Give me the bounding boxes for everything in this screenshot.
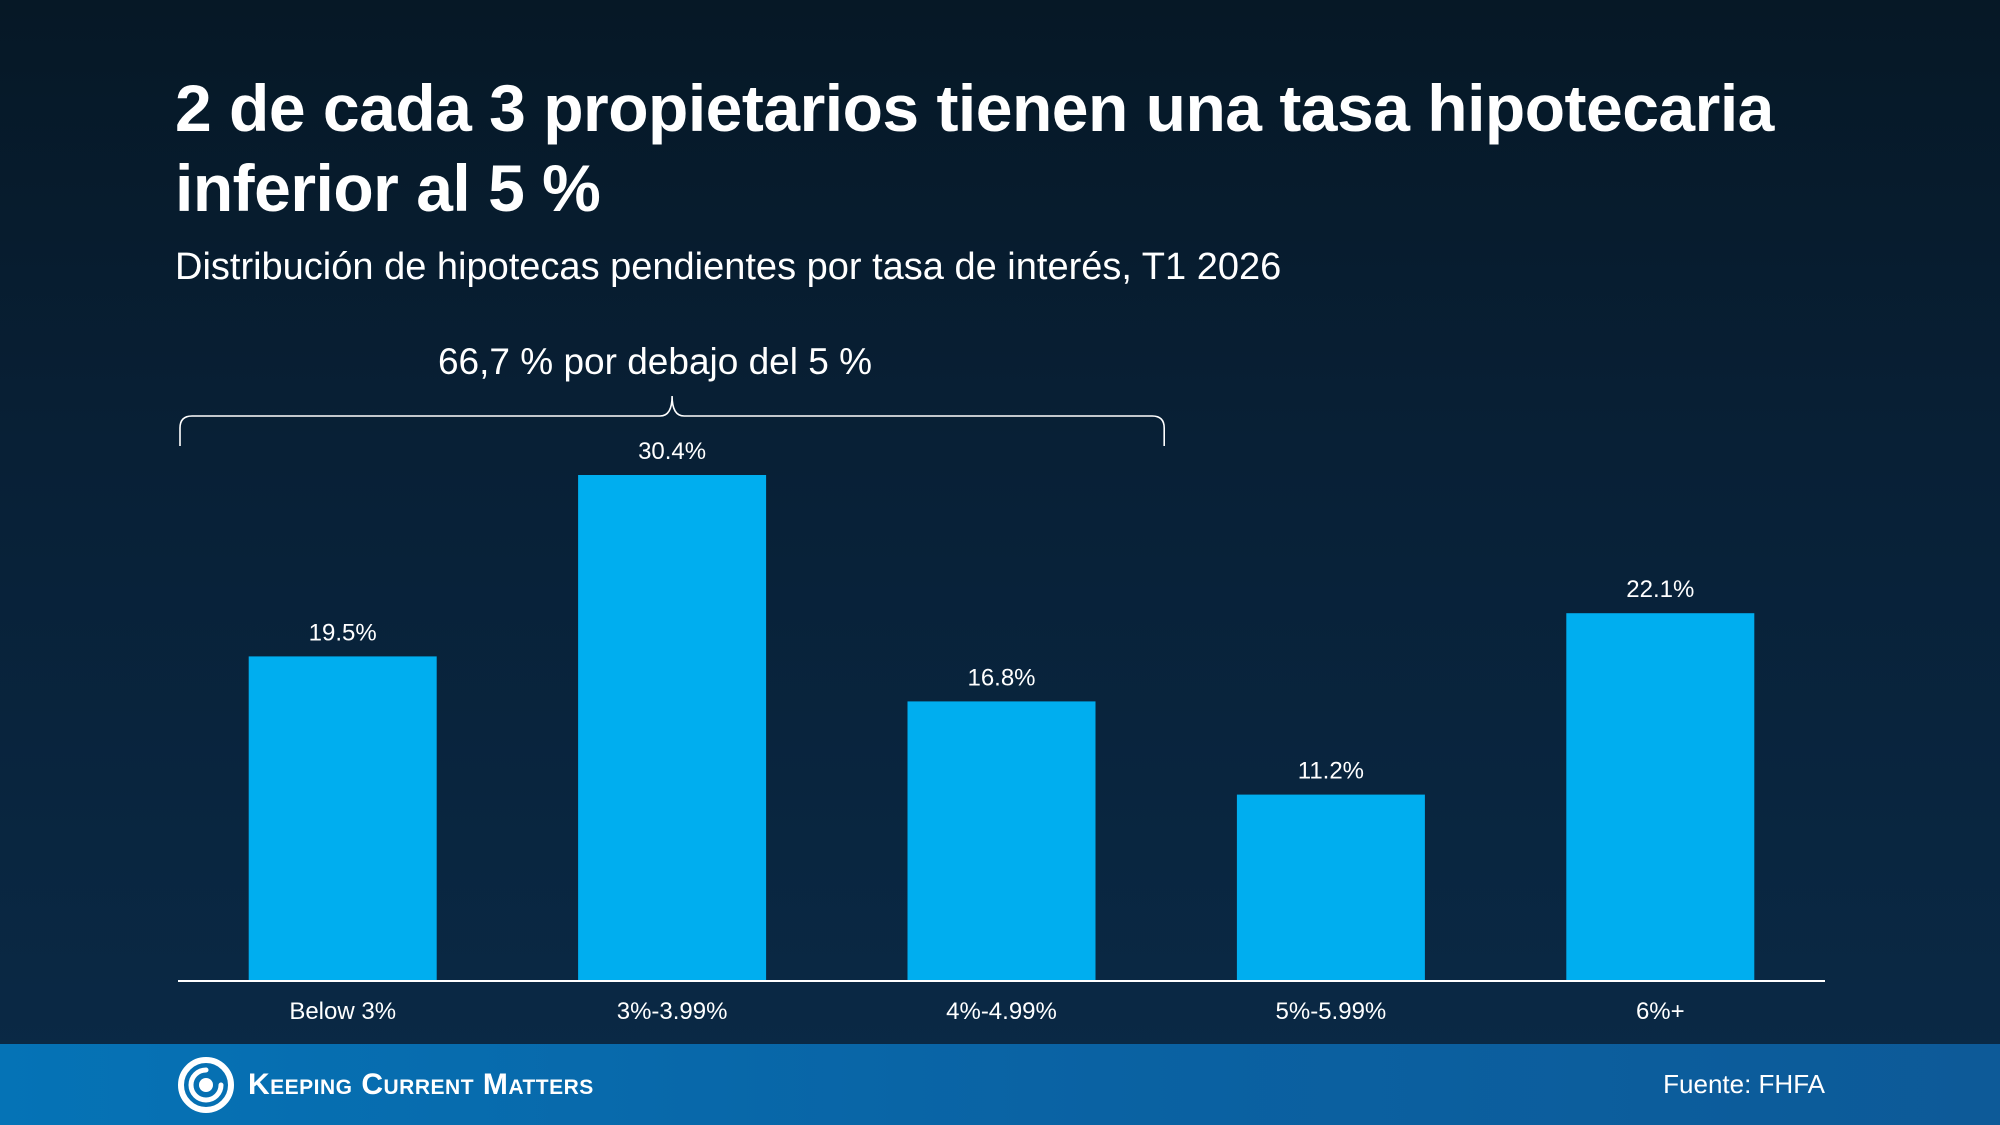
bar-3 — [1236, 794, 1425, 981]
x-tick-label-3: 5%-5.99% — [1276, 998, 1387, 1025]
source-note: Fuente: FHFA — [1663, 1069, 1825, 1099]
bar-0 — [248, 656, 437, 981]
chart-subtitle: Distribución de hipotecas pendientes por… — [175, 246, 1282, 288]
x-tick-label-1: 3%-3.99% — [617, 998, 728, 1025]
data-label-4: 22.1% — [1626, 576, 1694, 603]
footer-bar: Keeping Current Matters Fuente: FHFA — [0, 1044, 2000, 1125]
data-label-2: 16.8% — [967, 664, 1035, 691]
data-label-0: 19.5% — [309, 619, 377, 646]
bar-2 — [907, 701, 1096, 981]
x-tick-label-4: 6%+ — [1636, 998, 1685, 1025]
x-tick-label-0: Below 3% — [289, 998, 396, 1025]
chart-title: 2 de cada 3 propietarios tienen una tasa… — [175, 71, 1774, 225]
bracket-annotation-label: 66,7 % por debajo del 5 % — [437, 341, 873, 382]
data-label-1: 30.4% — [638, 438, 706, 465]
bar-1 — [578, 475, 767, 981]
bar-chart: 19.5% Below 3% 30.4% 3%-3.99% 16.8% 4%-4.99% 1… — [179, 395, 1755, 1025]
kcm-swirl-icon — [178, 1057, 234, 1113]
brand-name: Keeping Current Matters — [248, 1068, 594, 1101]
data-label-3: 11.2% — [1298, 758, 1364, 785]
x-tick-label-2: 4%-4.99% — [946, 998, 1057, 1025]
brand-logo[interactable]: Keeping Current Matters — [178, 1056, 594, 1114]
bar-4 — [1566, 613, 1755, 981]
bracket-annotation — [179, 395, 1165, 446]
